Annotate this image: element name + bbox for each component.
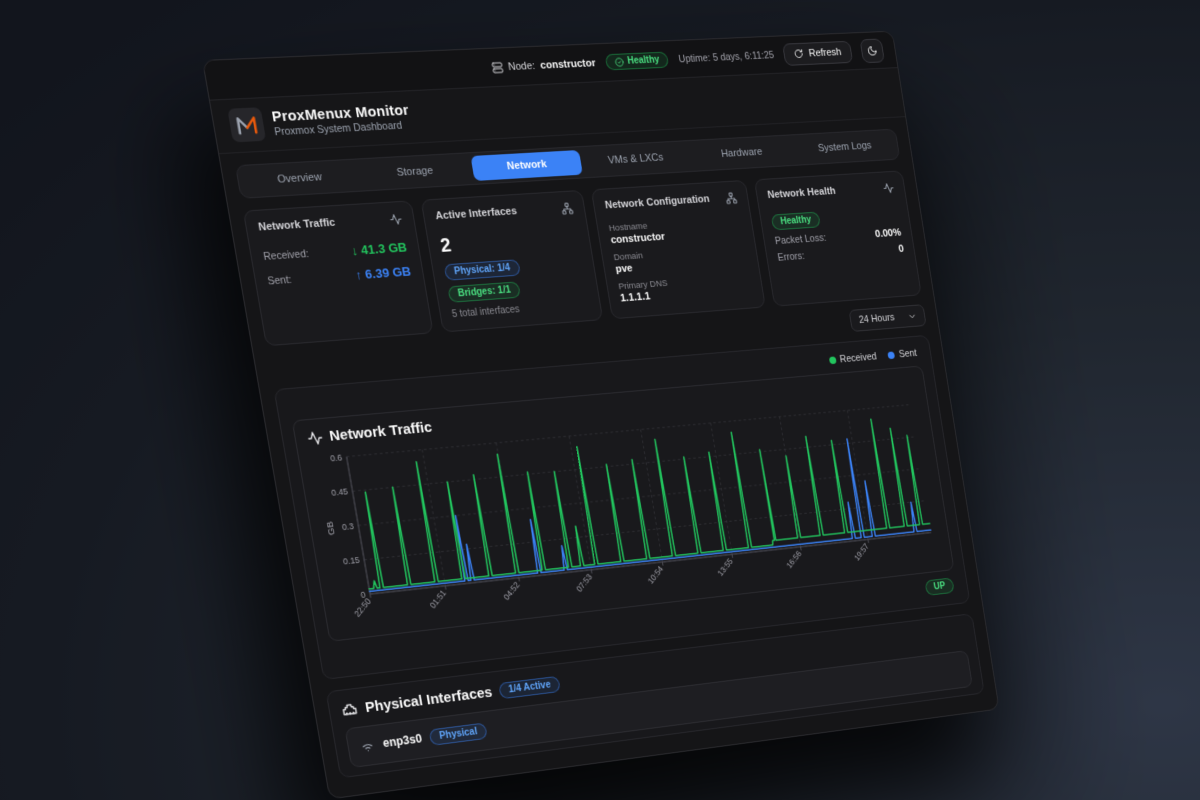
time-range-select[interactable]: 24 Hours xyxy=(848,304,927,332)
received-value: ↓ 41.3 GB xyxy=(350,239,408,258)
sent-label: Sent: xyxy=(266,273,293,287)
legend-received-dot xyxy=(828,356,837,365)
activity-icon xyxy=(882,182,895,194)
node-label: Node: xyxy=(507,59,536,73)
tab-network[interactable]: Network xyxy=(470,150,583,182)
active-interface-count: 2 xyxy=(438,234,453,257)
health-status-badge: Healthy xyxy=(604,51,670,71)
packet-loss-label: Packet Loss: xyxy=(774,232,827,247)
svg-text:0.45: 0.45 xyxy=(331,487,349,498)
interface-type-badge: Physical xyxy=(428,722,488,746)
card-title: Network Configuration xyxy=(604,193,711,212)
card-title: Network Health xyxy=(766,185,837,201)
check-circle-icon xyxy=(614,57,624,67)
svg-text:0.15: 0.15 xyxy=(342,555,360,566)
network-traffic-card: Network Traffic Received: ↓ 41.3 GB Sent… xyxy=(242,200,434,347)
dashboard-content: Overview Storage Network VMs & LXCs Hard… xyxy=(219,117,998,793)
traffic-chart-area: 0 0.15 0.3 0.45 0.6 22:50 01:51 04:52 07:53 10:54… xyxy=(310,395,944,635)
errors-value: 0 xyxy=(897,243,905,255)
svg-text:16:56: 16:56 xyxy=(785,549,804,570)
interface-name: enp3s0 xyxy=(381,732,424,751)
network-icon xyxy=(560,202,574,215)
legend-received: Received xyxy=(828,351,877,366)
physical-count-badge: Physical: 1/4 xyxy=(443,259,521,281)
svg-text:0: 0 xyxy=(360,590,366,600)
svg-text:22:50: 22:50 xyxy=(352,596,373,618)
received-label: Received: xyxy=(262,247,310,263)
node-indicator: Node: constructor xyxy=(491,57,597,73)
svg-text:01:51: 01:51 xyxy=(428,588,448,610)
svg-text:0.3: 0.3 xyxy=(341,521,354,532)
tab-hardware[interactable]: Hardware xyxy=(720,146,764,160)
proxmenux-logo xyxy=(227,107,267,143)
active-count-badge: 1/4 Active xyxy=(498,675,562,700)
health-badge: Healthy xyxy=(770,211,821,231)
total-interfaces-note: 5 total interfaces xyxy=(451,304,521,321)
network-health-card: Network Health Healthy Packet Loss: 0.00… xyxy=(753,170,922,307)
packet-loss-value: 0.00% xyxy=(874,227,902,240)
svg-text:0.6: 0.6 xyxy=(329,452,342,463)
network-traffic-section: Received Sent Network Traffic 0 0.15 0.3 0.… xyxy=(273,334,971,680)
dark-mode-toggle-button[interactable] xyxy=(859,38,885,63)
network-tree-icon xyxy=(725,192,738,205)
tab-overview[interactable]: Overview xyxy=(276,171,323,186)
moon-icon xyxy=(866,45,878,56)
ethernet-port-icon xyxy=(340,701,359,719)
card-title: Network Traffic xyxy=(257,216,337,234)
network-traffic-chart-card: Network Traffic 0 0.15 0.3 0.45 0.6 22:50 01:5… xyxy=(291,365,955,642)
server-icon xyxy=(491,61,504,73)
svg-text:07:53: 07:53 xyxy=(574,572,594,594)
activity-icon xyxy=(306,429,324,446)
svg-text:13:55: 13:55 xyxy=(716,556,735,577)
svg-text:04:52: 04:52 xyxy=(502,580,522,602)
sent-value: ↑ 6.39 GB xyxy=(354,263,413,283)
traffic-line-chart: 0 0.15 0.3 0.45 0.6 22:50 01:51 04:52 07:53 10:54… xyxy=(324,395,944,619)
activity-icon xyxy=(389,213,403,226)
bridges-count-badge: Bridges: 1/1 xyxy=(447,281,522,303)
up-status-badge: UP xyxy=(924,577,955,596)
tab-storage[interactable]: Storage xyxy=(395,165,434,179)
refresh-icon xyxy=(794,48,805,59)
network-configuration-card: Network Configuration Hostname construct… xyxy=(590,179,766,320)
tab-vms-lxcs[interactable]: VMs & LXCs xyxy=(607,151,665,167)
active-interfaces-card: Active Interfaces 2 Physical: 1/4 Bridge… xyxy=(420,189,604,333)
svg-text:10:54: 10:54 xyxy=(646,564,665,586)
uptime-text: Uptime: 5 days, 6:11:25 xyxy=(677,49,775,65)
series-received xyxy=(349,415,931,589)
errors-label: Errors: xyxy=(776,250,806,264)
legend-sent: Sent xyxy=(887,348,918,361)
chevron-down-icon xyxy=(907,311,918,322)
svg-text:GB: GB xyxy=(324,521,337,536)
refresh-button[interactable]: Refresh xyxy=(782,40,854,66)
wifi-icon xyxy=(359,738,376,754)
tab-system-logs[interactable]: System Logs xyxy=(817,140,873,155)
node-name: constructor xyxy=(539,57,597,72)
proxmenux-dashboard-window: Node: constructor Healthy Uptime: 5 days… xyxy=(202,30,1000,800)
svg-text:19:57: 19:57 xyxy=(852,541,870,562)
legend-sent-dot xyxy=(887,351,896,360)
card-title: Active Interfaces xyxy=(434,205,518,223)
